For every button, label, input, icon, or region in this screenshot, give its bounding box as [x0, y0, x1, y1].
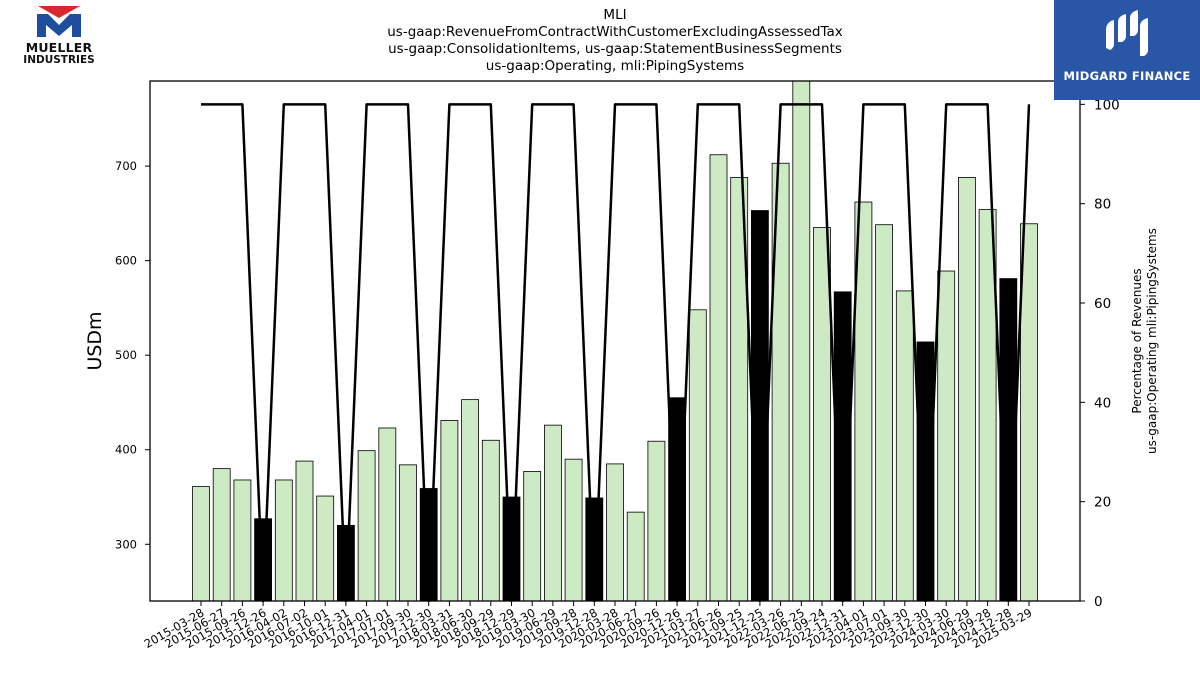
bar-2017-04-01 — [357, 450, 376, 602]
bar-2016-10-01 — [316, 495, 335, 602]
bar-2019-09-28 — [564, 458, 583, 602]
y-axis-label-right-line1: Percentage of Revenues — [1130, 268, 1144, 414]
midgard-logo-icon — [1106, 10, 1148, 56]
y-tick-label-left-700: 700 — [115, 159, 137, 173]
y-tick-label-right-100: 100 — [1094, 97, 1120, 113]
bar-2016-07-02 — [295, 460, 314, 602]
chart-subtitle-members: us-gaap:Operating, mli:PipingSystems — [485, 58, 745, 74]
bar-2022-06-25 — [792, 80, 811, 602]
y-tick-label-left-500: 500 — [115, 348, 137, 362]
bar-2022-09-24 — [813, 227, 831, 602]
bar-2017-07-01 — [378, 427, 397, 602]
bar-2018-03-31 — [440, 420, 459, 602]
bar-2015-09-26 — [233, 479, 252, 602]
bar-2017-09-30 — [399, 464, 417, 602]
percentage-line — [201, 103, 1031, 603]
mueller-logo-line2: INDUSTRIES — [23, 54, 95, 66]
bar-2015-06-27 — [212, 468, 231, 602]
chart-subtitle-axis: us-gaap:ConsolidationItems, us-gaap:Stat… — [388, 41, 842, 57]
y-tick-label-right-20: 20 — [1094, 495, 1111, 511]
bar-2021-06-26 — [709, 154, 728, 602]
bar-2015-03-28 — [192, 486, 210, 602]
bar-2024-03-30 — [937, 270, 956, 602]
bar-2021-12-25 — [751, 210, 769, 602]
midgard-finance-logo: MIDGARD FINANCE — [1054, 0, 1200, 100]
mueller-industries-logo: MUELLER INDUSTRIES — [14, 4, 104, 66]
mueller-logo-line1: MUELLER — [25, 40, 93, 55]
bar-2018-06-30 — [461, 399, 480, 602]
y-tick-label-right-60: 60 — [1094, 296, 1111, 312]
bar-2024-06-29 — [958, 177, 976, 602]
bar-2016-04-02 — [274, 479, 293, 602]
mueller-logo-icon — [37, 6, 81, 37]
bar-2020-09-26 — [647, 440, 666, 602]
bar-2019-06-29 — [544, 424, 562, 602]
bar-2020-03-28 — [606, 463, 624, 602]
axes: 3004005006007000204060801002015-03-28201… — [115, 80, 1120, 651]
y-tick-label-right-80: 80 — [1094, 197, 1111, 213]
bar-2021-03-27 — [688, 309, 707, 602]
bar-2019-03-30 — [523, 471, 542, 602]
bar-layer — [192, 80, 1038, 602]
y-axis-label-right-line2: us-gaap:Operating mli:PipingSystems — [1145, 228, 1159, 454]
chart-subtitle-concept: us-gaap:RevenueFromContractWithCustomerE… — [387, 24, 843, 40]
bar-2023-09-30 — [895, 290, 914, 602]
bar-2025-03-29 — [1020, 223, 1038, 602]
y-tick-label-right-0: 0 — [1094, 594, 1103, 610]
bar-2020-12-26 — [668, 397, 686, 602]
chart-title: MLI — [603, 7, 627, 23]
y-tick-label-left-300: 300 — [115, 537, 137, 551]
bar-2023-07-01 — [875, 224, 893, 602]
y-axis-label-left: USDm — [84, 311, 106, 371]
midgard-logo-text: MIDGARD FINANCE — [1063, 69, 1191, 83]
y-tick-label-right-40: 40 — [1094, 395, 1111, 411]
y-tick-label-left-600: 600 — [115, 254, 137, 268]
y-tick-label-left-400: 400 — [115, 443, 137, 457]
bar-2018-09-29 — [481, 439, 500, 602]
bar-2020-06-27 — [626, 511, 645, 602]
line-layer — [201, 103, 1031, 603]
